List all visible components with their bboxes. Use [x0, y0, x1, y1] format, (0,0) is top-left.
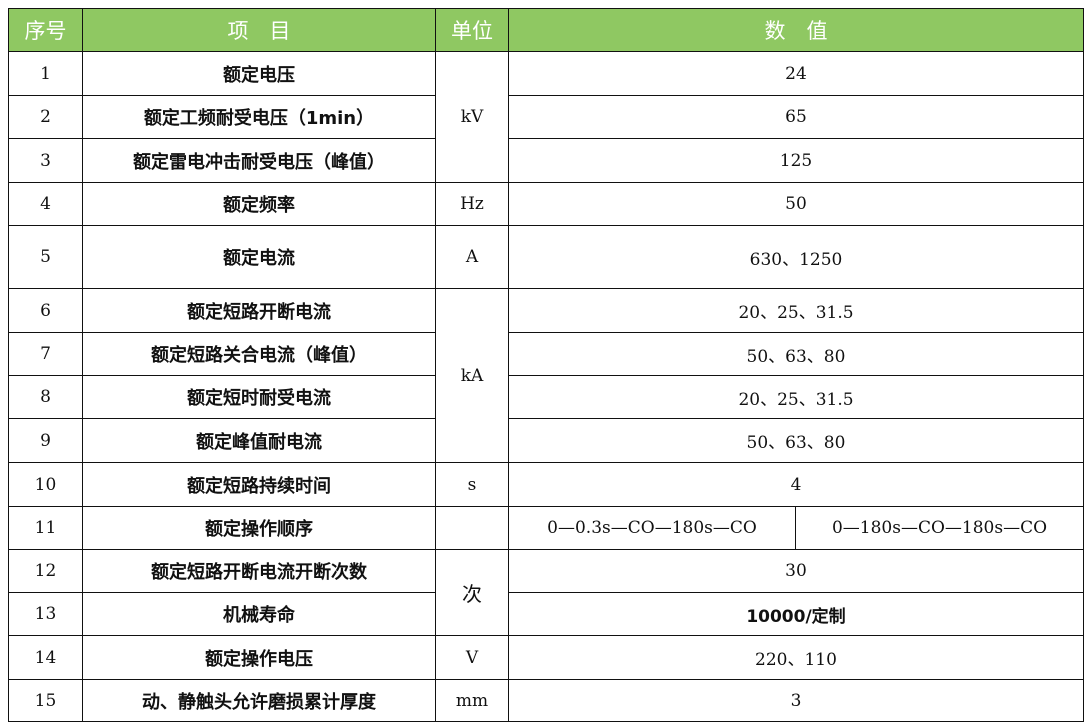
row-value: 20、25、31.5 — [508, 288, 1084, 333]
header-no: 序号 — [8, 8, 83, 52]
row-no: 3 — [8, 138, 83, 183]
row-unit — [435, 506, 509, 550]
row-value: 3 — [508, 679, 1084, 722]
table-row: 8 额定短时耐受电流 20、25、31.5 — [8, 375, 1084, 419]
table-row: 1 额定电压 kV 24 — [8, 51, 1084, 183]
row-item: 额定电流 — [82, 225, 436, 289]
table-row: 6 额定短路开断电流 kA 20、25、31.5 — [8, 288, 1084, 463]
row-item: 额定短路开断电流开断次数 — [82, 549, 436, 593]
table-row: 9 额定峰值耐电流 50、63、80 — [8, 418, 1084, 463]
table-row: 11 额定操作顺序 0—0.3s—CO—180s—CO 0—180s—CO—180s—… — [8, 506, 1084, 550]
table-row: 14 额定操作电压 V 220、110 — [8, 635, 1084, 680]
row-no: 11 — [8, 506, 83, 550]
row-unit: 次 — [435, 549, 509, 636]
table-row: 12 额定短路开断电流开断次数次 30 — [8, 549, 1084, 636]
row-value: 4 — [508, 462, 1084, 507]
row-no: 15 — [8, 679, 83, 722]
row-value: 50、63、80 — [508, 332, 1084, 376]
header-unit: 单位 — [435, 8, 509, 52]
row-item: 额定工频耐受电压（1min） — [82, 95, 436, 139]
row-unit: kA — [435, 288, 509, 463]
row-unit: kV — [435, 51, 509, 183]
table-row: 4 额定频率 Hz 50 — [8, 182, 1084, 226]
row-no: 8 — [8, 375, 83, 419]
row-item: 额定雷电冲击耐受电压（峰值） — [82, 138, 436, 183]
row-no: 12 — [8, 549, 83, 593]
row-no: 5 — [8, 225, 83, 289]
row-item: 额定短路持续时间 — [82, 462, 436, 507]
table-row: 2 额定工频耐受电压（1min） 65 — [8, 95, 1084, 139]
table-row: 13 机械寿命 10000/定制 — [8, 592, 1084, 636]
row-no: 2 — [8, 95, 83, 139]
row-unit: V — [435, 635, 509, 680]
row-unit: s — [435, 462, 509, 507]
row-unit: mm — [435, 679, 509, 722]
row-no: 6 — [8, 288, 83, 333]
row-value: 24 — [508, 51, 1084, 96]
row-value: 50、63、80 — [508, 418, 1084, 463]
row-item: 额定操作顺序 — [82, 506, 436, 550]
header-row: 序号 项 目 单位 数 值 — [8, 8, 1084, 52]
row-no: 7 — [8, 332, 83, 376]
row-item: 额定短时耐受电流 — [82, 375, 436, 419]
row-value: 220、110 — [508, 635, 1084, 680]
row-item: 额定频率 — [82, 182, 436, 226]
row-item: 额定操作电压 — [82, 635, 436, 680]
table-row: 10 额定短路持续时间 s 4 — [8, 462, 1084, 507]
table-row: 3 额定雷电冲击耐受电压（峰值） 125 — [8, 138, 1084, 183]
row-item: 额定电压 — [82, 51, 436, 96]
row-item: 额定峰值耐电流 — [82, 418, 436, 463]
row-no: 1 — [8, 51, 83, 96]
row-value: 65 — [508, 95, 1084, 139]
header-value: 数 值 — [508, 8, 1084, 52]
row-value: 0—0.3s—CO—180s—CO — [508, 506, 796, 550]
row-item: 机械寿命 — [82, 592, 436, 636]
row-item: 额定短路开断电流 — [82, 288, 436, 333]
row-value: 630、1250 — [508, 225, 1084, 289]
table-row: 5 额定电流 A 630、1250 — [8, 225, 1084, 289]
row-no: 14 — [8, 635, 83, 680]
row-value: 30 — [508, 549, 1084, 593]
header-item: 项 目 — [82, 8, 436, 52]
spec-table: 序号 项 目 单位 数 值 1 额定电压 kV 24 2 额定工频耐受电压（1min） 6… — [8, 8, 1084, 722]
row-no: 9 — [8, 418, 83, 463]
row-value-alt: 0—180s—CO—180s—CO — [795, 506, 1084, 550]
table-row: 15 动、静触头允许磨损累计厚度 mm 3 — [8, 679, 1084, 722]
row-unit: A — [435, 225, 509, 289]
row-value: 50 — [508, 182, 1084, 226]
row-item: 额定短路关合电流（峰值） — [82, 332, 436, 376]
row-value: 10000/定制 — [508, 592, 1084, 636]
row-no: 13 — [8, 592, 83, 636]
row-item: 动、静触头允许磨损累计厚度 — [82, 679, 436, 722]
row-no: 4 — [8, 182, 83, 226]
row-no: 10 — [8, 462, 83, 507]
row-value: 125 — [508, 138, 1084, 183]
row-unit: Hz — [435, 182, 509, 226]
row-value: 20、25、31.5 — [508, 375, 1084, 419]
table-row: 7 额定短路关合电流（峰值） 50、63、80 — [8, 332, 1084, 376]
